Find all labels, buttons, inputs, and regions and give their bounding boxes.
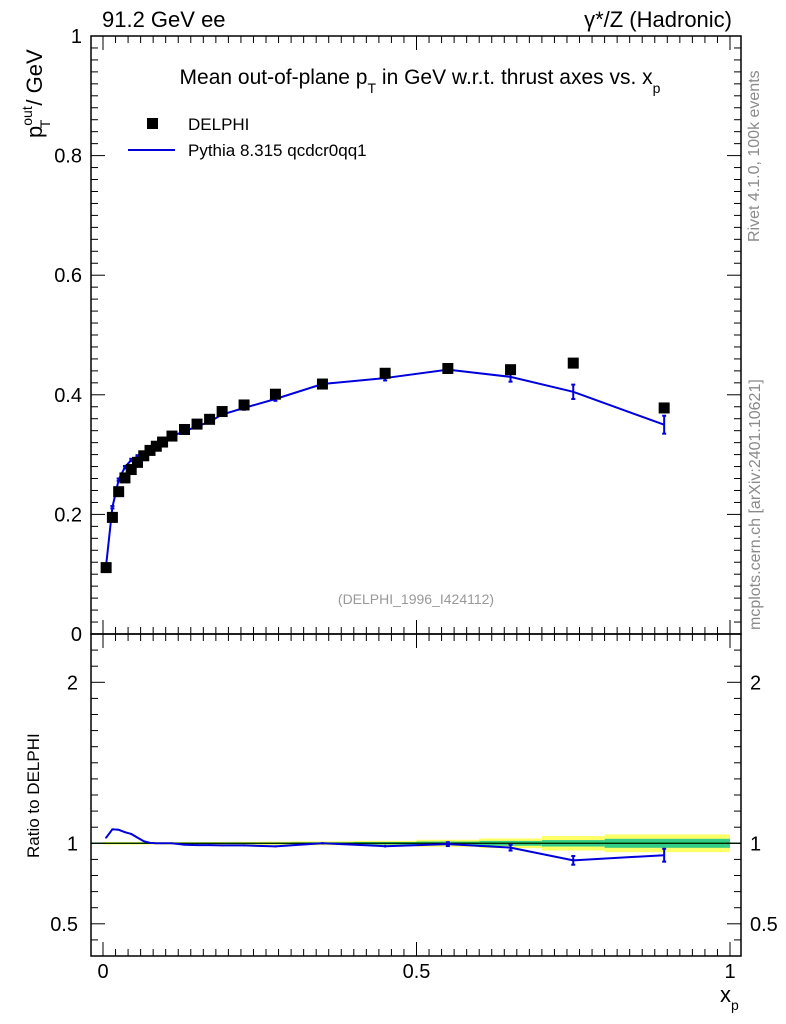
y-tick-label: 0 bbox=[71, 624, 82, 646]
header-left: 91.2 GeV ee bbox=[102, 7, 226, 32]
data-point bbox=[125, 464, 137, 476]
data-point bbox=[119, 472, 131, 484]
y-label-sup: out bbox=[19, 106, 35, 126]
data-point bbox=[216, 406, 228, 418]
data-point bbox=[113, 486, 125, 498]
ratio-tick-label-right: 0.5 bbox=[750, 914, 778, 936]
mc-line bbox=[105, 368, 665, 566]
y-tick-label: 0.6 bbox=[54, 265, 82, 287]
ratio-panel: 0 0.5 1 0.5 0.5 1 1 2 2 bbox=[50, 633, 778, 983]
data-point bbox=[138, 450, 150, 462]
x-tick-label: 0 bbox=[97, 961, 108, 983]
data-point bbox=[106, 511, 118, 523]
main-panel: 0 0.2 0.4 0.6 0.8 1 bbox=[54, 26, 742, 646]
data-point bbox=[191, 418, 203, 430]
legend-marker-delphi bbox=[147, 118, 158, 129]
ratio-tick-label-left: 2 bbox=[67, 672, 78, 694]
chart-title-sub-p: p bbox=[653, 80, 661, 96]
y-label-rest: / GeV bbox=[22, 49, 47, 112]
y-tick-label: 0.8 bbox=[54, 146, 82, 168]
header-right: γ*/Z (Hadronic) bbox=[584, 7, 732, 32]
data-point bbox=[238, 399, 250, 411]
data-point bbox=[157, 436, 169, 448]
ratio-tick-label-left: 1 bbox=[67, 833, 78, 855]
analysis-watermark: (DELPHI_1996_I424112) bbox=[338, 591, 494, 607]
ratio-tick-label-right: 1 bbox=[750, 833, 761, 855]
data-point bbox=[269, 388, 281, 400]
mcplots-label: mcplots.cern.ch [arXiv:2401.10621] bbox=[747, 379, 764, 630]
x-tick-label: 1 bbox=[724, 961, 735, 983]
y-tick-label: 1 bbox=[71, 26, 82, 48]
legend-label-delphi: DELPHI bbox=[188, 115, 249, 134]
data-point bbox=[658, 402, 670, 414]
chart-title-sub-t: T bbox=[368, 80, 377, 96]
data-point bbox=[144, 444, 156, 456]
y-tick-label: 0.2 bbox=[54, 504, 82, 526]
data-point bbox=[379, 367, 391, 379]
chart-title-part-a: Mean out-of-plane p bbox=[180, 66, 368, 89]
y-label-sub: T bbox=[37, 119, 53, 128]
data-point bbox=[442, 362, 454, 374]
ratio-tick-label-left: 0.5 bbox=[50, 914, 78, 936]
rivet-label: Rivet 4.1.0, 100k events bbox=[746, 70, 763, 242]
x-tick-label: 0.5 bbox=[403, 961, 431, 983]
data-point bbox=[505, 364, 517, 376]
svg-text:Ratio to DELPHI: Ratio to DELPHI bbox=[24, 733, 43, 858]
ratio-y-axis-label: Ratio to DELPHI bbox=[24, 733, 43, 858]
y-tick-label: 0.4 bbox=[54, 385, 82, 407]
data-point bbox=[204, 413, 216, 425]
data-point bbox=[166, 430, 178, 442]
data-point bbox=[131, 456, 143, 468]
data-point bbox=[179, 423, 191, 435]
chart-title-part-b: in GeV w.r.t. thrust axes vs. x bbox=[376, 66, 653, 89]
x-axis-label: xp bbox=[720, 982, 739, 1013]
ratio-tick-label-right: 2 bbox=[750, 672, 761, 694]
data-point bbox=[100, 562, 112, 574]
y-label-p: p bbox=[22, 126, 47, 138]
legend-label-pythia: Pythia 8.315 qcdcr0qq1 bbox=[188, 141, 367, 160]
x-label-sub: p bbox=[731, 997, 739, 1013]
data-point bbox=[316, 378, 328, 390]
data-point bbox=[150, 440, 162, 452]
y-axis-label: pout T / GeV bbox=[19, 49, 53, 138]
data-point bbox=[567, 357, 579, 369]
chart-title: Mean out-of-plane pT in GeV w.r.t. thrus… bbox=[180, 66, 661, 96]
legend: DELPHI Pythia 8.315 qcdcr0qq1 bbox=[128, 115, 367, 160]
ratio-panel-frame bbox=[90, 633, 742, 957]
